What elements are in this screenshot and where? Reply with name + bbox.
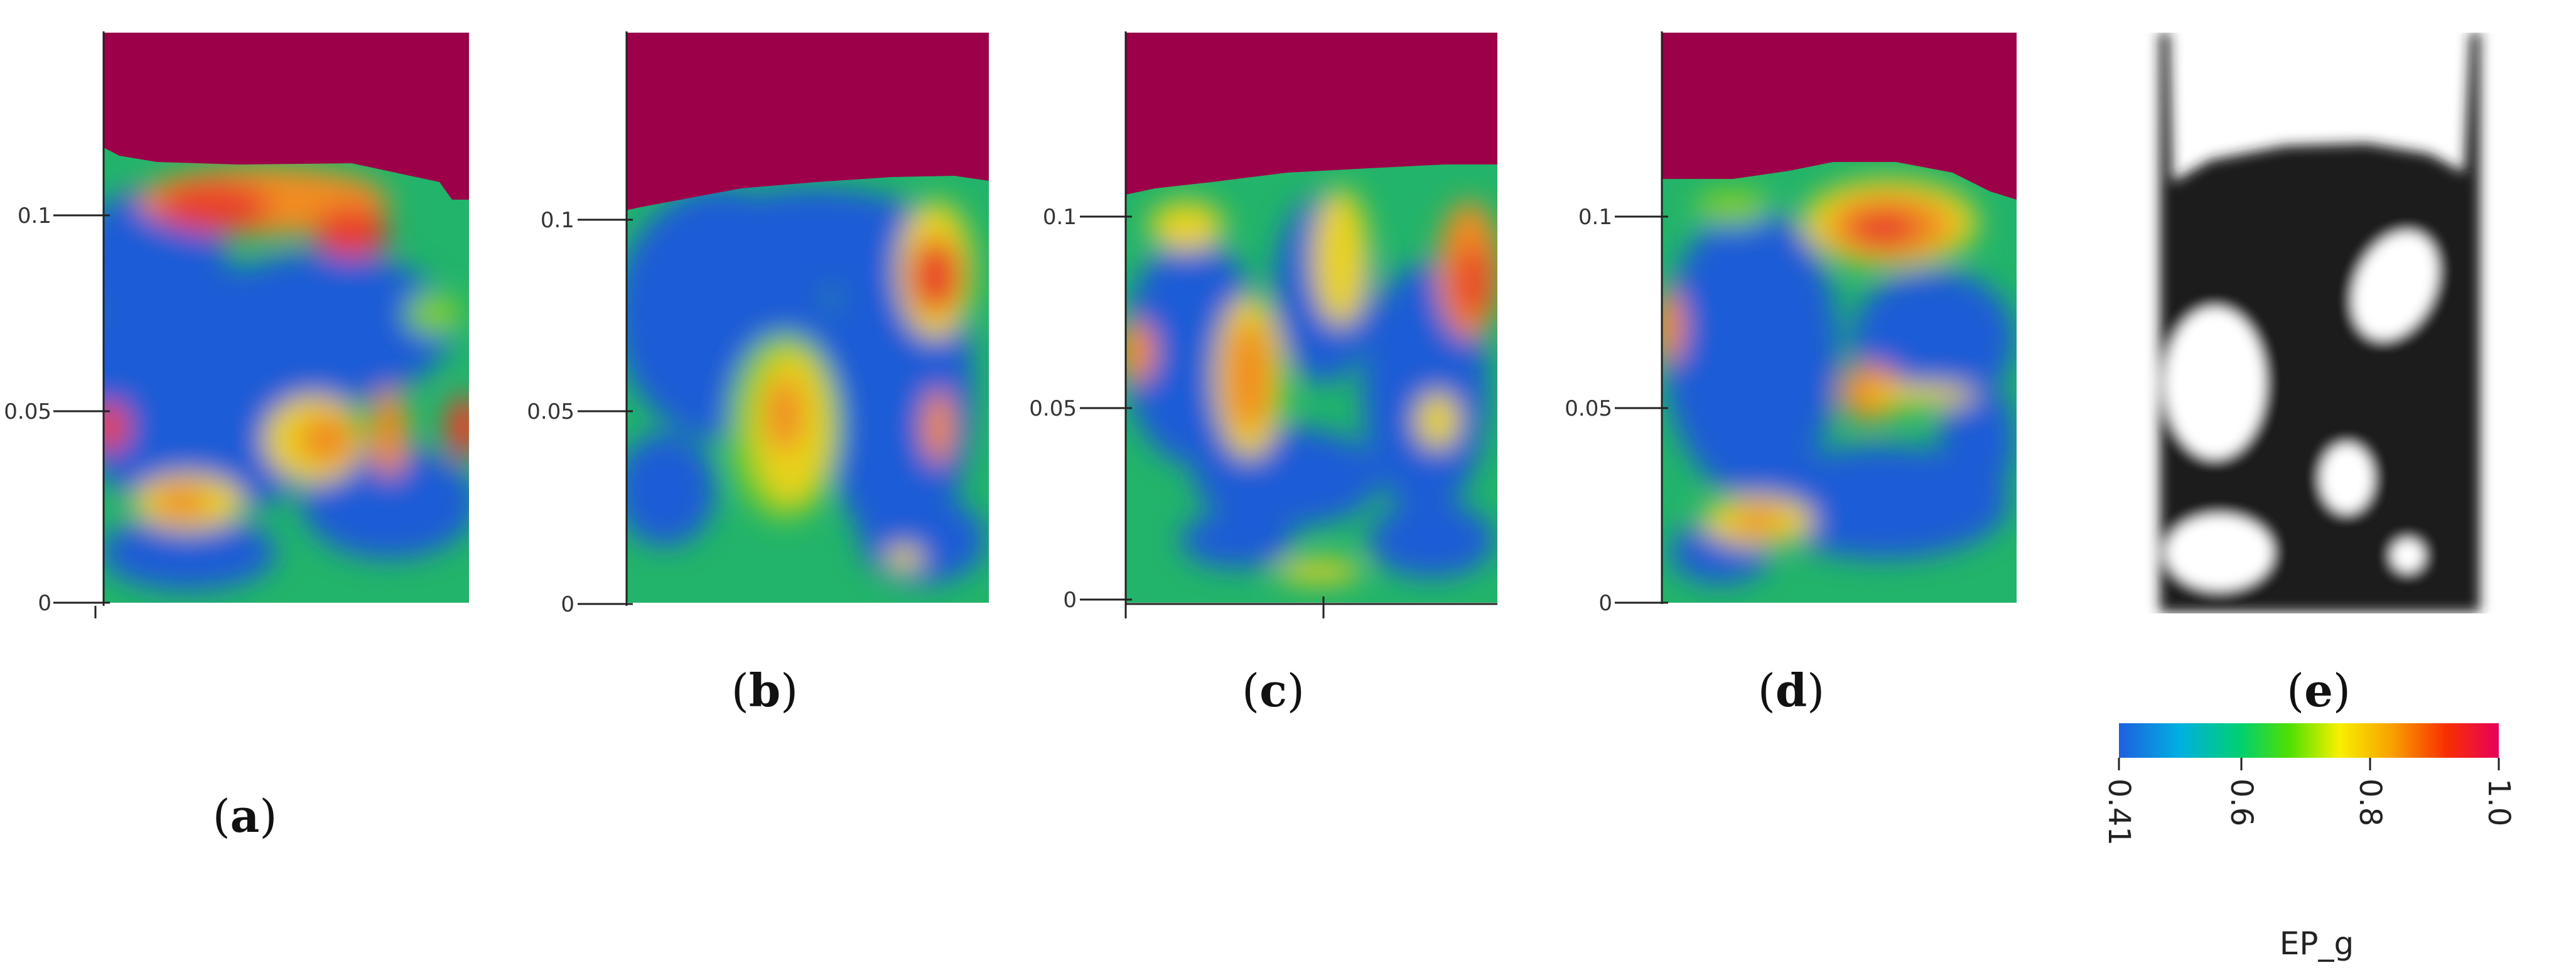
colorbar-tick-1.0: 1.0 [2481,778,2516,826]
colorbar-title: EP_g [2280,925,2354,962]
panel-d-tick-0.05: 0.05 [1565,396,1612,421]
colorbar-tick-0.8: 0.8 [2352,778,2388,826]
panel-b-tick-0.1: 0.1 [541,208,574,233]
panel-b-axis [578,31,633,606]
panel-c-tick-0.05: 0.05 [1029,396,1077,421]
panel-b-tick-0.05: 0.05 [527,399,574,424]
panel-d-field [1662,33,2017,603]
panel-d-tick-0: 0 [1598,591,1612,616]
colorbar-ticks [2118,758,2500,770]
panel-d-tick-0.1: 0.1 [1578,205,1612,230]
panel-c-axis [1080,31,1497,618]
colorbar: 0.41 0.6 0.8 1.0 EP_g [2101,723,2516,962]
panel-b-field [627,33,989,603]
panel-d-label: (d) [1758,664,1825,717]
panel-c-label: (c) [1242,664,1305,717]
colorbar-tick-0.41: 0.41 [2101,778,2137,846]
panel-c-tick-0: 0 [1063,588,1077,613]
panel-a-tick-0.1: 0.1 [18,203,51,229]
panel-a-label: (a) [213,789,278,843]
panel-d-axis [1615,31,1668,604]
panel-d: 0.1 0.05 0 (d) [1565,31,2017,717]
panel-e: (e) [2122,33,2499,717]
panel-c: 0.1 0.05 0 (c) [1029,31,1497,717]
panel-e-xray [2122,33,2499,613]
panel-c-field [1126,33,1497,603]
panel-a-field [104,33,469,603]
panel-b-label: (b) [731,664,799,717]
panel-b-tick-0: 0 [561,592,574,617]
panel-b: 0.1 0.05 0 (b) [527,31,989,717]
panel-a-tick-0: 0 [38,591,51,616]
panel-a: 0.1 0.05 0 (a) [4,31,469,843]
colorbar-gradient [2119,723,2499,758]
panel-c-tick-0.1: 0.1 [1043,205,1077,230]
panel-a-tick-0.05: 0.05 [4,399,51,424]
colorbar-tick-0.6: 0.6 [2224,778,2259,826]
panel-e-label: (e) [2287,664,2351,717]
panel-a-axis [53,31,110,618]
